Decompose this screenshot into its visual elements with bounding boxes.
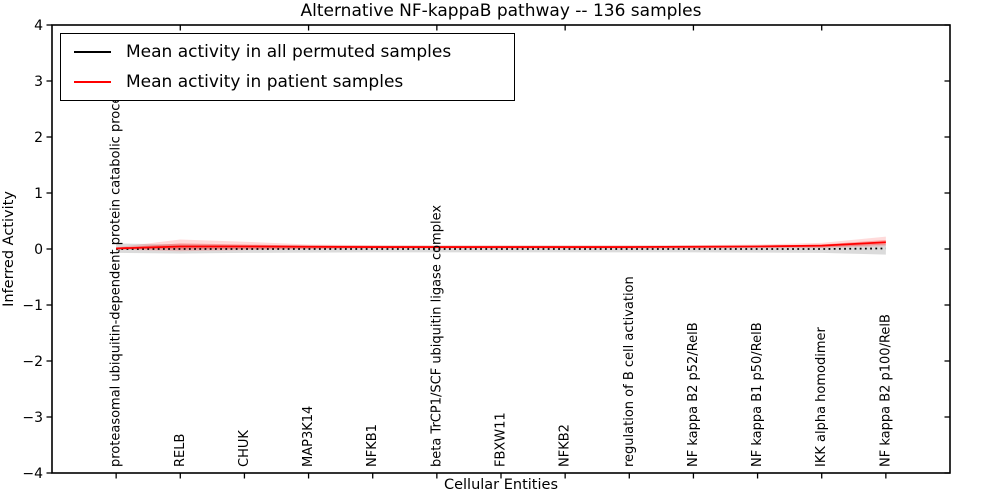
legend-label-permuted: Mean activity in all permuted samples	[126, 42, 452, 62]
legend-line-sample-red	[74, 81, 111, 83]
x-tick-label: CHUK	[237, 430, 252, 467]
y-tick-label: −1	[22, 298, 43, 314]
x-tick-label: FBXW11	[494, 412, 509, 467]
x-tick-label: RELB	[173, 434, 188, 467]
x-tick-label: MAP3K14	[301, 406, 316, 467]
x-tick-label: NF kappa B2 p52/RelB	[686, 322, 701, 467]
y-tick-label: 1	[34, 186, 43, 202]
y-tick-label: 0	[34, 242, 43, 258]
chart-title: Alternative NF-kappaB pathway -- 136 sam…	[300, 1, 702, 21]
y-axis-label: Inferred Activity	[1, 191, 17, 307]
x-tick-label: IKK alpha homodimer	[814, 326, 829, 467]
legend-entry-permuted: Mean activity in all permuted samples	[61, 37, 514, 67]
y-tick-label: −2	[22, 354, 43, 370]
x-tick-label: NFKB2	[558, 424, 573, 467]
x-tick-label: regulation of B cell activation	[622, 276, 637, 467]
y-tick-label: 2	[34, 130, 43, 146]
series-line-permuted	[116, 247, 886, 250]
legend-entry-patient: Mean activity in patient samples	[61, 67, 514, 97]
x-axis-label: Cellular Entities	[443, 477, 559, 493]
legend: Mean activity in all permuted samples Me…	[60, 33, 515, 101]
x-tick-label: proteasomal ubiquitin-dependent protein …	[109, 82, 124, 467]
legend-label-patient: Mean activity in patient samples	[126, 72, 404, 92]
series-line-patient	[116, 241, 886, 250]
y-tick-label: −3	[22, 410, 43, 426]
y-tick-label: 4	[34, 18, 43, 34]
y-tick-label: 3	[34, 74, 43, 90]
y-tick-label: −4	[22, 466, 43, 482]
legend-line-sample-black	[74, 51, 111, 53]
x-tick-label: NF kappa B2 p100/RelB	[878, 314, 893, 467]
x-tick-label: NFKB1	[365, 424, 380, 467]
x-tick-label: NF kappa B1 p50/RelB	[750, 322, 765, 467]
x-tick-label: beta TrCP1/SCF ubiquitin ligase complex	[429, 205, 444, 467]
